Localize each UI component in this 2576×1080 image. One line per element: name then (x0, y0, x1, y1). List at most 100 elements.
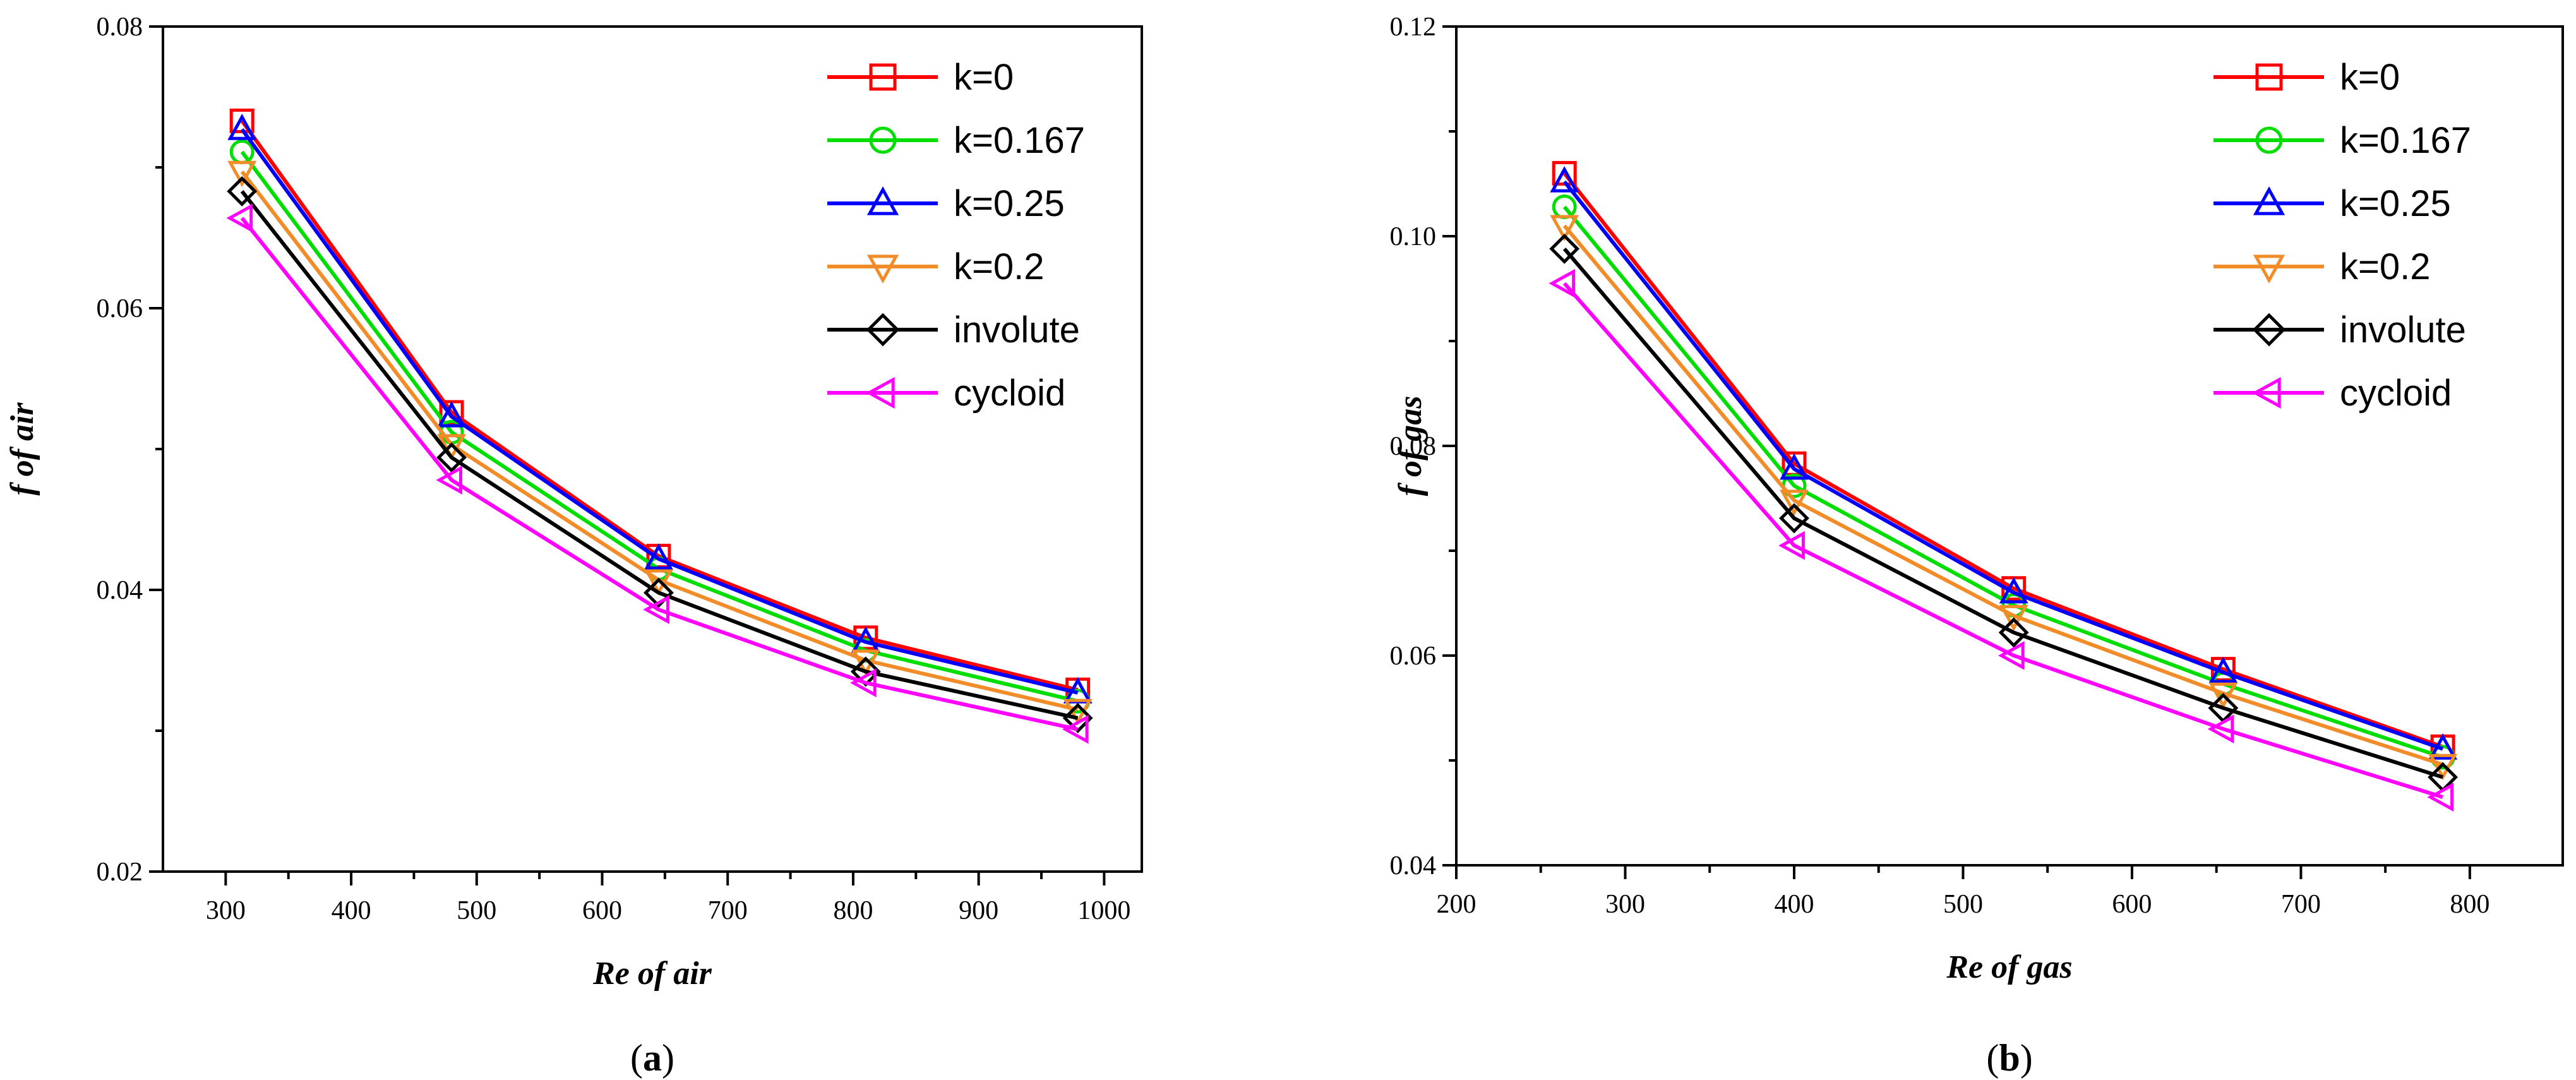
data-point (1780, 489, 1809, 517)
x-tick-label: 300 (1605, 890, 1645, 919)
y-tick-label: 0.08 (97, 13, 143, 42)
y-tick-label: 0.04 (1390, 851, 1437, 880)
x-tick-label: 700 (2281, 890, 2321, 919)
series-line-k=0.25 (240, 128, 1079, 695)
legend-marker (866, 313, 900, 347)
data-point (437, 434, 466, 461)
legend-entry: k=0.25 (2340, 183, 2451, 224)
panel-caption: (b) (1986, 1037, 2032, 1079)
y-tick-label: 0.04 (97, 576, 143, 605)
data-point (227, 176, 258, 207)
data-point (437, 400, 466, 428)
x-tick-label: 1000 (1077, 896, 1130, 925)
y-axis-title: f of air (4, 402, 40, 496)
legend-entry: involute (2340, 309, 2466, 351)
x-tick-label: 600 (2112, 890, 2152, 919)
legend-entry: k=0 (2340, 57, 2400, 98)
chart-panel-a: 300 400 500 600 700 800 900 1000 0.02 0.04 0.06 0.0… (4, 13, 1143, 1079)
data-point (1999, 577, 2028, 604)
series-line-k=0.2 (240, 170, 1079, 712)
y-tick-label: 0.06 (97, 294, 143, 323)
data-point (2208, 656, 2238, 683)
legend-entry: involute (954, 309, 1080, 351)
data-point (1550, 215, 1579, 242)
legend-entry: k=0.2 (954, 246, 1045, 287)
x-tick-label: 300 (206, 896, 246, 925)
data-point (644, 569, 673, 596)
data-point (2207, 714, 2234, 744)
legend-entry: cycloid (2340, 373, 2452, 414)
data-point (1780, 453, 1809, 480)
legend-marker (869, 126, 897, 154)
y-tick-label: 0.10 (1390, 222, 1437, 251)
data-point (1998, 641, 2025, 670)
legend-marker (2253, 186, 2285, 215)
data-point (227, 114, 257, 140)
legend-entry: k=0.2 (2340, 246, 2431, 287)
legend-entry: k=0.25 (954, 183, 1065, 224)
series-line-k=0.2 (1562, 224, 2444, 767)
series-line-cycloid (1562, 282, 2443, 799)
y-axis-title: f of gas (1393, 396, 1429, 496)
data-point (644, 577, 674, 608)
legend-entry: k=0.167 (954, 120, 1085, 161)
x-tick-label: 900 (959, 896, 998, 925)
series-line-cycloid (240, 217, 1079, 731)
series-line-k=0.25 (1562, 180, 2444, 751)
panel-caption: (a) (630, 1037, 674, 1079)
x-tick-label: 800 (833, 896, 873, 925)
data-point (643, 595, 669, 625)
x-tick-label: 500 (1943, 890, 1983, 919)
data-point (644, 543, 673, 570)
legend-marker (866, 255, 899, 284)
legend-marker (2251, 376, 2281, 409)
data-point (2428, 733, 2458, 760)
x-axis-title: Re of air (592, 956, 712, 992)
x-axis-title: Re of gas (1946, 949, 2072, 985)
data-point (2427, 783, 2454, 812)
data-point (1549, 233, 1580, 264)
x-tick-label: 200 (1437, 890, 1477, 919)
data-point (1550, 165, 1579, 193)
legend-marker (2252, 313, 2286, 347)
chart-panel-b: 200 300 400 500 600 700 800 0.04 0.06 0.08 0.10 0.1… (1390, 13, 2564, 1079)
x-tick-label: 400 (1774, 890, 1814, 919)
y-tick-label: 0.02 (97, 858, 143, 887)
series-line-involute (1562, 247, 2443, 779)
x-tick-label: 400 (332, 896, 371, 925)
data-point (2428, 753, 2458, 781)
x-tick-label: 500 (457, 896, 496, 925)
data-point (1062, 702, 1093, 733)
data-point (1549, 268, 1576, 298)
data-point (2208, 682, 2238, 709)
series-line-involute (240, 190, 1079, 720)
legend-marker (869, 63, 897, 91)
data-point (1999, 604, 2028, 632)
series-line-k=0 (240, 119, 1079, 692)
legend-marker (866, 186, 899, 215)
data-point (851, 649, 880, 676)
legend-marker (2255, 126, 2283, 154)
data-point (436, 465, 463, 495)
data-point (850, 668, 877, 698)
data-point (436, 442, 467, 473)
x-tick-label: 800 (2450, 890, 2489, 919)
legend-marker (2253, 255, 2285, 284)
data-point (1062, 714, 1089, 744)
legend-entry: cycloid (954, 373, 1065, 414)
legend-marker (865, 376, 895, 409)
legend-marker (2255, 63, 2283, 91)
legend-entry: k=0 (954, 57, 1014, 98)
legend-entry: k=0.167 (2340, 120, 2471, 161)
data-point (1779, 503, 1809, 534)
series-line-k=0.167 (1562, 205, 2444, 759)
data-point (227, 160, 257, 188)
x-tick-label: 600 (582, 896, 622, 925)
data-point (226, 203, 253, 233)
data-point (1778, 531, 1805, 560)
x-tick-label: 700 (708, 896, 748, 925)
y-tick-label: 0.08 (1390, 432, 1437, 461)
series-line-k=0 (1562, 172, 2444, 749)
data-point (1998, 617, 2029, 648)
